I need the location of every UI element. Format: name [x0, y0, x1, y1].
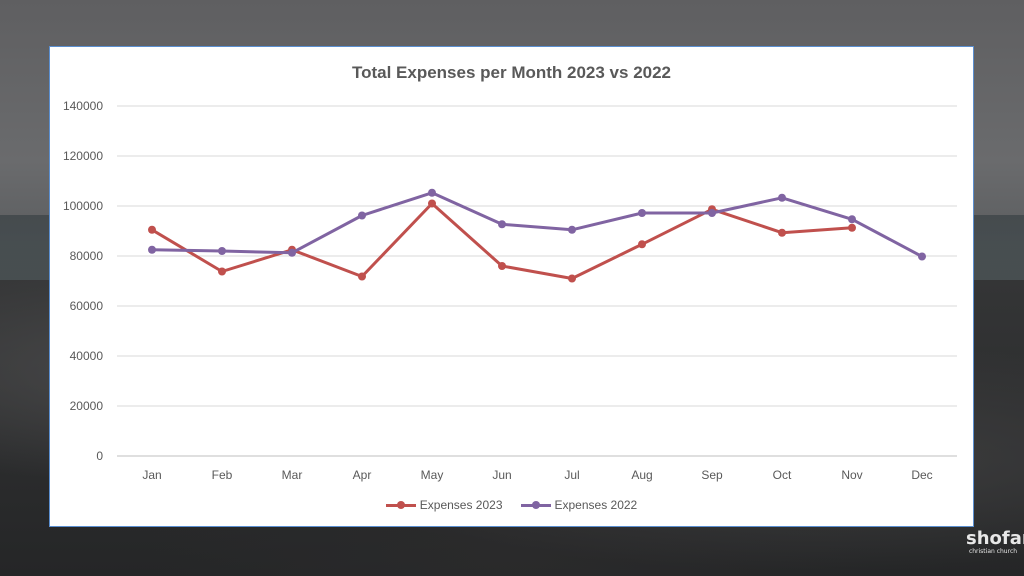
- data-point: [498, 262, 506, 270]
- line-chart: 0 20000 40000 60000 80000 100000 120000 140000 J…: [63, 99, 957, 482]
- data-point: [568, 225, 576, 234]
- y-tick-label: 0: [96, 449, 103, 463]
- data-point: [288, 248, 296, 257]
- y-tick-label: 80000: [70, 249, 104, 263]
- x-tick-label: Jul: [564, 468, 579, 482]
- x-tick-label: Mar: [282, 468, 303, 482]
- x-tick-label: Jan: [142, 468, 161, 482]
- x-tick-label: Apr: [353, 468, 372, 482]
- x-tick-label: Sep: [701, 468, 723, 482]
- data-point: [358, 272, 366, 281]
- data-point: [848, 223, 856, 232]
- y-tick-label: 120000: [63, 149, 103, 163]
- shofar-logo: shofar christian church: [966, 528, 1024, 556]
- x-tick-label: Oct: [773, 468, 792, 482]
- data-point: [358, 211, 366, 220]
- data-point: [638, 209, 646, 217]
- legend-label: Expenses 2022: [554, 498, 638, 512]
- data-point: [638, 240, 646, 249]
- data-point: [218, 247, 226, 255]
- data-point: [498, 220, 506, 229]
- legend-swatch: [520, 500, 551, 510]
- x-tick-label: Jun: [492, 468, 511, 482]
- legend-swatch: [385, 500, 416, 510]
- chart-legend: Expenses 2023 Expenses 2022: [50, 498, 973, 512]
- data-point: [848, 215, 856, 224]
- y-tick-label: 40000: [70, 349, 104, 363]
- data-point: [708, 209, 716, 217]
- x-tick-label: Dec: [911, 468, 932, 482]
- data-point: [428, 199, 436, 208]
- x-tick-label: Feb: [212, 468, 233, 482]
- legend-item: Expenses 2022: [520, 498, 638, 512]
- data-point: [218, 267, 226, 276]
- x-tick-label: Nov: [841, 468, 862, 482]
- legend-item: Expenses 2023: [385, 498, 503, 512]
- y-tick-label: 60000: [70, 299, 104, 313]
- y-tick-label: 20000: [70, 399, 104, 413]
- y-tick-label: 100000: [63, 199, 103, 213]
- chart-title: Total Expenses per Month 2023 vs 2022: [351, 63, 672, 82]
- data-point: [918, 252, 926, 261]
- data-point: [148, 245, 156, 254]
- x-tick-label: May: [421, 468, 444, 482]
- legend-label: Expenses 2023: [419, 498, 503, 512]
- series-line: [151, 191, 923, 258]
- data-point: [428, 188, 436, 197]
- chart-card: Total Expenses per Month 2023 vs 2022 0 2…: [49, 46, 974, 527]
- y-tick-label: 140000: [63, 99, 103, 113]
- data-point: [148, 225, 156, 234]
- data-point: [568, 274, 576, 283]
- x-tick-label: Aug: [631, 468, 652, 482]
- data-point: [778, 193, 786, 202]
- data-point: [778, 228, 786, 237]
